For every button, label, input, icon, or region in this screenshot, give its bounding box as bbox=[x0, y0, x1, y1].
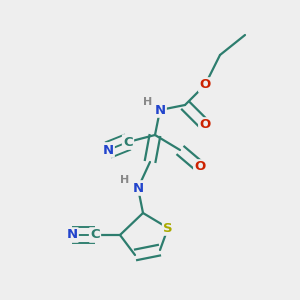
Text: S: S bbox=[163, 221, 173, 235]
Text: N: N bbox=[132, 182, 144, 194]
Text: N: N bbox=[66, 229, 78, 242]
Text: H: H bbox=[120, 175, 130, 185]
Text: C: C bbox=[90, 229, 100, 242]
Text: N: N bbox=[102, 143, 114, 157]
Text: O: O bbox=[200, 118, 211, 131]
Text: N: N bbox=[154, 103, 166, 116]
Text: H: H bbox=[143, 97, 153, 107]
Text: O: O bbox=[200, 79, 211, 92]
Text: O: O bbox=[194, 160, 206, 173]
Text: C: C bbox=[123, 136, 133, 148]
